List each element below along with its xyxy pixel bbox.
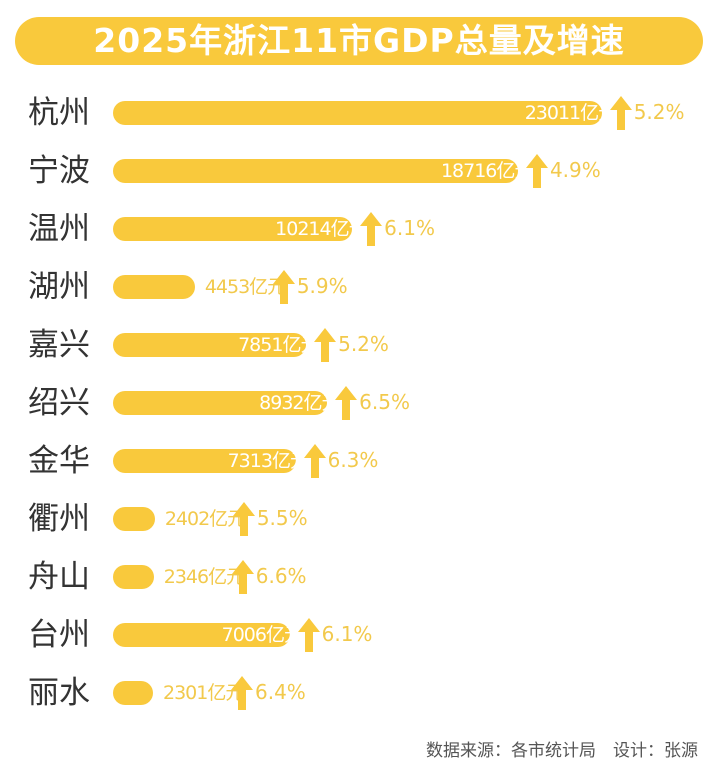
city-label: 温州 [28,211,90,247]
gdp-bar [113,391,328,415]
gdp-bar [113,681,153,705]
gdp-value-label: 7006亿元 [221,624,303,646]
growth-label: 6.4% [255,680,306,704]
city-label: 丽水 [28,675,90,711]
gdp-value-label: 18716亿元 [440,160,533,182]
bar-row: 绍兴 8932亿元 6.5% [0,373,720,431]
bar-row: 金华 7313亿元 6.3% [0,431,720,489]
up-arrow-icon [272,270,295,304]
city-label: 台州 [28,617,90,653]
up-arrow-icon [525,154,548,188]
bar-row: 嘉兴 7851亿元 5.2% [0,315,720,373]
city-label: 杭州 [28,95,90,131]
bar-row: 杭州 23011亿元 5.2% [0,83,720,141]
up-arrow-icon [231,676,253,710]
up-arrow-icon [231,560,254,594]
gdp-value-label: 4453亿元 [204,276,286,298]
city-label: 湖州 [28,269,90,305]
growth-label: 5.5% [256,506,308,530]
bar-row: 台州 7006亿元 6.1% [0,605,720,663]
gdp-value-label: 23011亿元 [524,102,617,124]
up-arrow-icon [232,502,255,536]
growth-label: 5.9% [296,274,348,298]
bar-row: 温州 10214亿元 6.1% [0,199,720,257]
gdp-bar [113,275,195,299]
gdp-bar [113,507,155,531]
up-arrow-icon [335,386,358,420]
gdp-bar [113,217,353,241]
gdp-bar [113,159,518,183]
bar-row: 衢州 2402亿元 5.5% [0,489,720,547]
city-label: 衢州 [28,501,90,537]
growth-label: 6.6% [255,564,307,588]
bar-row: 湖州 4453亿元 5.9% [0,257,720,315]
bar-row: 丽水 2301亿元 6.4% [0,663,720,721]
gdp-value-label: 7313亿元 [227,450,309,472]
growth-label: 6.1% [384,216,435,240]
city-label: 宁波 [28,153,90,189]
city-label: 舟山 [28,559,90,595]
growth-label: 6.1% [321,622,373,646]
gdp-value-label: 8932亿元 [259,392,340,414]
bar-row: 舟山 2346亿元 6.6% [0,547,720,605]
gdp-value-label: 2346亿元 [163,566,245,588]
gdp-bar [113,101,602,125]
growth-label: 5.2% [338,332,389,356]
city-label: 嘉兴 [28,327,90,363]
growth-label: 6.3% [327,448,379,472]
bar-row: 宁波 18716亿元 4.9% [0,141,720,199]
gdp-bar [113,449,296,473]
up-arrow-icon [314,328,337,362]
gdp-value-label: 2301亿元 [163,682,244,704]
growth-label: 6.5% [359,390,410,414]
up-arrow-icon [303,444,326,478]
gdp-value-label: 2402亿元 [164,508,246,530]
gdp-bar [113,565,154,589]
growth-label: 4.9% [549,158,601,182]
up-arrow-icon [297,618,320,652]
gdp-bar [113,623,290,647]
source-note: 数据来源：各市统计局 设计：张源 [426,741,698,761]
up-arrow-icon [609,96,632,130]
gdp-bar [113,333,307,357]
city-label: 绍兴 [28,385,90,421]
city-label: 金华 [28,443,90,479]
chart-title: 2025年浙江11市GDP总量及增速 [15,17,703,65]
up-arrow-icon [360,212,383,246]
growth-label: 5.2% [633,100,685,124]
gdp-value-label: 7851亿元 [238,334,319,356]
gdp-value-label: 10214亿元 [275,218,367,240]
